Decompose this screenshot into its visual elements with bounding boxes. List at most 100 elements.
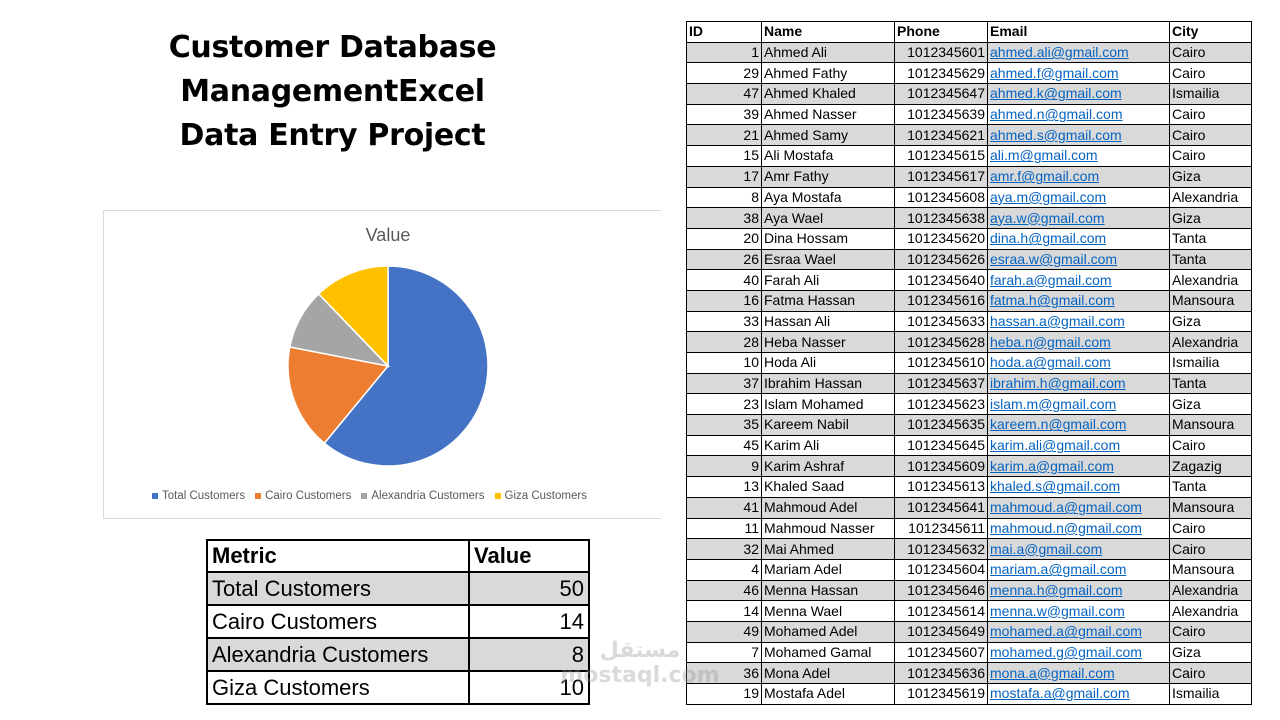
cell-email[interactable]: islam.m@gmail.com	[987, 393, 1170, 416]
cell-phone: 1012345629	[894, 62, 988, 85]
cell-email[interactable]: mariam.a@gmail.com	[987, 558, 1170, 581]
cell-email[interactable]: esraa.w@gmail.com	[987, 248, 1170, 271]
cell-name: Ahmed Ali	[761, 41, 895, 64]
cell-id: 1	[686, 41, 762, 64]
metric-label: Cairo Customers	[206, 604, 470, 639]
cell-email[interactable]: ahmed.s@gmail.com	[987, 124, 1170, 147]
cell-id: 16	[686, 289, 762, 312]
customer-row: 40 Farah Ali 1012345640 farah.a@gmail.com Al…	[686, 269, 1252, 291]
cell-phone: 1012345645	[894, 434, 988, 457]
customer-row: 36 Mona Adel 1012345636 mona.a@gmail.com Cai…	[686, 662, 1252, 684]
cell-email[interactable]: mohamed.a@gmail.com	[987, 620, 1170, 643]
cell-city: Ismailia	[1169, 352, 1252, 374]
cell-phone: 1012345639	[894, 103, 988, 126]
cell-email[interactable]: mahmoud.a@gmail.com	[987, 496, 1170, 519]
cell-email[interactable]: mahmoud.n@gmail.com	[987, 517, 1170, 540]
customer-row: 45 Karim Ali 1012345645 karim.ali@gmail.com…	[686, 434, 1252, 457]
cell-email[interactable]: menna.w@gmail.com	[987, 600, 1170, 622]
legend-swatch	[494, 493, 501, 499]
cell-city: Alexandria	[1169, 269, 1252, 291]
header-name: Name	[761, 21, 895, 43]
cell-name: Mariam Adel	[761, 558, 895, 581]
cell-email[interactable]: karim.ali@gmail.com	[987, 434, 1170, 457]
cell-name: Mohamed Gamal	[761, 641, 895, 664]
customer-row: 39 Ahmed Nasser 1012345639 ahmed.n@gmail.co…	[686, 103, 1252, 126]
customer-row: 17 Amr Fathy 1012345617 amr.f@gmail.com Giza	[686, 165, 1252, 188]
cell-city: Cairo	[1169, 62, 1252, 85]
legend-label: Cairo Customers	[265, 490, 352, 502]
cell-id: 39	[686, 103, 762, 126]
metric-label: Total Customers	[206, 571, 470, 606]
header-phone: Phone	[894, 21, 988, 43]
cell-email[interactable]: hoda.a@gmail.com	[987, 352, 1170, 374]
cell-email[interactable]: karim.a@gmail.com	[987, 455, 1170, 478]
pie-chart: Value Total Customers Cairo Customers Alex…	[103, 210, 661, 519]
cell-email[interactable]: fatma.h@gmail.com	[987, 289, 1170, 312]
cell-email[interactable]: mona.a@gmail.com	[987, 662, 1170, 684]
cell-city: Alexandria	[1169, 186, 1252, 209]
cell-city: Tanta	[1169, 372, 1252, 395]
cell-email[interactable]: amr.f@gmail.com	[987, 165, 1170, 188]
cell-id: 9	[686, 455, 762, 478]
cell-phone: 1012345613	[894, 476, 988, 498]
cell-name: Farah Ali	[761, 269, 895, 291]
cell-name: Aya Mostafa	[761, 186, 895, 209]
cell-phone: 1012345607	[894, 641, 988, 664]
customer-row: 8 Aya Mostafa 1012345608 aya.m@gmail.com Ale…	[686, 186, 1252, 209]
customers-header-row: ID Name Phone Email City	[686, 21, 1252, 43]
legend-item: Total Customers	[152, 489, 245, 503]
cell-email[interactable]: aya.w@gmail.com	[987, 207, 1170, 229]
customer-row: 9 Karim Ashraf 1012345609 karim.a@gmail.com…	[686, 455, 1252, 478]
metric-label: Alexandria Customers	[206, 637, 470, 672]
cell-email[interactable]: ibrahim.h@gmail.com	[987, 372, 1170, 395]
cell-name: Mostafa Adel	[761, 683, 895, 705]
cell-email[interactable]: mai.a@gmail.com	[987, 538, 1170, 560]
customer-row: 11 Mahmoud Nasser 1012345611 mahmoud.n@gmai…	[686, 517, 1252, 540]
cell-id: 26	[686, 248, 762, 271]
cell-email[interactable]: heba.n@gmail.com	[987, 331, 1170, 353]
cell-email[interactable]: ali.m@gmail.com	[987, 145, 1170, 167]
metrics-table: Metric Value Total Customers 50 Cairo Cust…	[206, 539, 590, 705]
cell-id: 36	[686, 662, 762, 684]
cell-city: Cairo	[1169, 145, 1252, 167]
cell-email[interactable]: ahmed.k@gmail.com	[987, 83, 1170, 105]
cell-phone: 1012345638	[894, 207, 988, 229]
pie-slice-total-customers	[323, 265, 489, 467]
metric-value: 14	[468, 604, 590, 639]
metrics-row: Alexandria Customers 8	[206, 637, 590, 672]
cell-email[interactable]: ahmed.n@gmail.com	[987, 103, 1170, 126]
cell-phone: 1012345614	[894, 600, 988, 622]
cell-city: Cairo	[1169, 434, 1252, 457]
cell-email[interactable]: ahmed.ali@gmail.com	[987, 41, 1170, 64]
cell-city: Giza	[1169, 641, 1252, 664]
cell-name: Mai Ahmed	[761, 538, 895, 560]
cell-id: 23	[686, 393, 762, 416]
legend-label: Giza Customers	[504, 490, 587, 502]
cell-city: Cairo	[1169, 103, 1252, 126]
cell-phone: 1012345616	[894, 289, 988, 312]
cell-name: Mahmoud Adel	[761, 496, 895, 519]
cell-email[interactable]: mohamed.g@gmail.com	[987, 641, 1170, 664]
cell-name: Esraa Wael	[761, 248, 895, 271]
customer-row: 20 Dina Hossam 1012345620 dina.h@gmail.com T…	[686, 227, 1252, 250]
cell-email[interactable]: ahmed.f@gmail.com	[987, 62, 1170, 85]
cell-email[interactable]: menna.h@gmail.com	[987, 579, 1170, 602]
cell-email[interactable]: mostafa.a@gmail.com	[987, 683, 1170, 705]
cell-phone: 1012345615	[894, 145, 988, 167]
cell-email[interactable]: kareem.n@gmail.com	[987, 414, 1170, 436]
cell-email[interactable]: aya.m@gmail.com	[987, 186, 1170, 209]
cell-email[interactable]: dina.h@gmail.com	[987, 227, 1170, 250]
cell-phone: 1012345608	[894, 186, 988, 209]
cell-email[interactable]: hassan.a@gmail.com	[987, 310, 1170, 333]
customer-row: 4 Mariam Adel 1012345604 mariam.a@gmail.com…	[686, 558, 1252, 581]
cell-phone: 1012345623	[894, 393, 988, 416]
customer-row: 26 Esraa Wael 1012345626 esraa.w@gmail.com T…	[686, 248, 1252, 271]
customer-row: 14 Menna Wael 1012345614 menna.w@gmail.com A…	[686, 600, 1252, 622]
cell-email[interactable]: khaled.s@gmail.com	[987, 476, 1170, 498]
cell-email[interactable]: farah.a@gmail.com	[987, 269, 1170, 291]
customer-row: 10 Hoda Ali 1012345610 hoda.a@gmail.com Isma…	[686, 352, 1252, 374]
customer-row: 7 Mohamed Gamal 1012345607 mohamed.g@gmail.…	[686, 641, 1252, 664]
pie-slice-giza-customers	[317, 265, 389, 368]
pie-chart-canvas	[287, 265, 489, 467]
cell-city: Tanta	[1169, 248, 1252, 271]
